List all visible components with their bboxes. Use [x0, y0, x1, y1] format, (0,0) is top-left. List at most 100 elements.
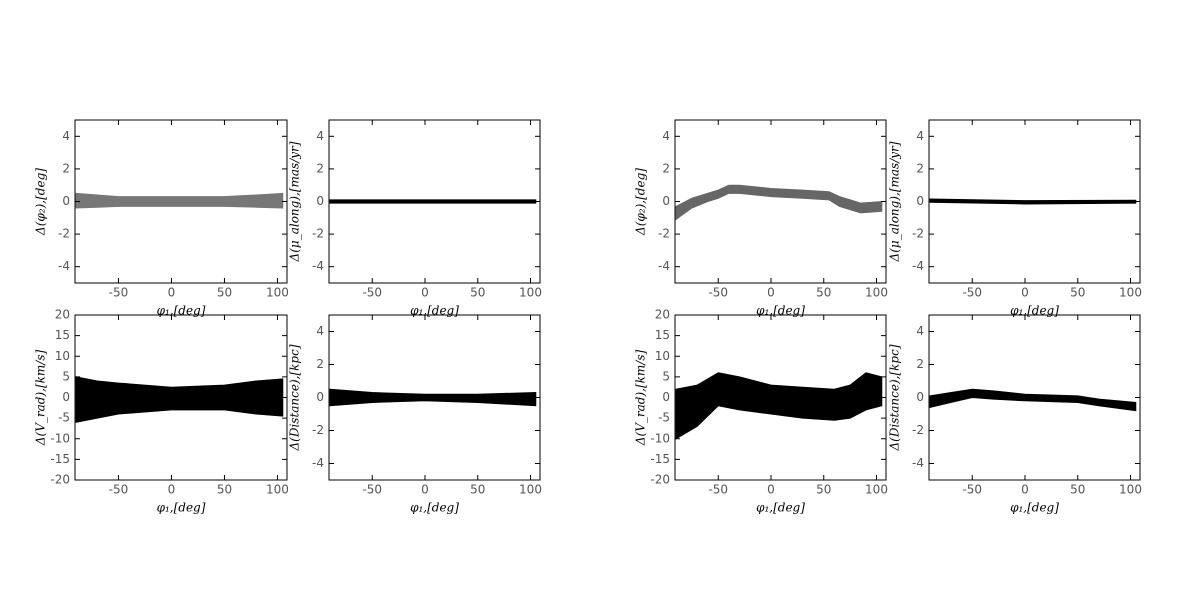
y-tick-label: 0	[316, 390, 324, 404]
y-tick-label: -2	[912, 227, 924, 241]
y-axis-label: Δ(μ_along),[mas/yr]	[288, 141, 302, 262]
y-tick-label: 20	[55, 308, 70, 322]
x-tick-label: 100	[1119, 286, 1142, 300]
y-tick-label: -4	[658, 259, 670, 273]
panel: -50 0 50 100 -4 -2 0 2 4 φ₁,[deg] Δ(φ₂),[deg]	[34, 119, 289, 318]
y-tick-label: 4	[662, 129, 670, 143]
y-tick-label: -15	[50, 452, 70, 466]
x-tick-label: 0	[168, 483, 176, 497]
x-tick-label: 50	[217, 483, 232, 497]
x-axis-label: φ₁,[deg]	[157, 304, 206, 318]
y-tick-label: -2	[312, 227, 324, 241]
x-tick-label: 100	[865, 286, 888, 300]
y-tick-label: 20	[655, 308, 670, 322]
y-axis-label: Δ(φ₂),[deg]	[34, 168, 48, 236]
x-tick-label: 50	[470, 483, 485, 497]
data-layer	[929, 388, 1137, 412]
residual-band	[675, 184, 883, 221]
x-tick-label: 0	[421, 286, 429, 300]
x-tick-label: 50	[816, 286, 831, 300]
x-tick-label: 50	[1070, 483, 1085, 497]
y-tick-label: 0	[662, 390, 670, 404]
y-tick-label: 4	[316, 324, 324, 338]
data-layer	[929, 198, 1137, 205]
y-tick-label: 4	[916, 324, 924, 338]
x-tick-label: -50	[962, 483, 982, 497]
y-tick-label: 10	[655, 349, 670, 363]
panel: -50 0 50 100 -4 -2 0 2 4 φ₁,[deg] Δ(μ_along),[mas/…	[888, 119, 1142, 318]
y-tick-label: -2	[312, 423, 324, 437]
residual-band	[929, 388, 1137, 412]
y-tick-label: -10	[650, 431, 670, 445]
panel: -50 0 50 100 -4 -2 0 2 4 φ₁,[deg] Δ(Distance),[kpc…	[288, 314, 542, 515]
y-tick-label: 0	[316, 194, 324, 208]
y-axis-label: Δ(Distance),[kpc]	[888, 344, 902, 451]
y-tick-label: -4	[312, 259, 324, 273]
x-axis-label: φ₁,[deg]	[157, 501, 206, 515]
y-tick-label: 2	[916, 161, 924, 175]
x-tick-label: 100	[865, 483, 888, 497]
y-tick-label: 2	[662, 161, 670, 175]
x-tick-label: -50	[109, 483, 129, 497]
y-tick-label: 0	[662, 194, 670, 208]
x-tick-label: -50	[362, 483, 382, 497]
x-axis-label: φ₁,[deg]	[1010, 501, 1059, 515]
y-tick-label: -4	[312, 456, 324, 470]
y-tick-label: 15	[55, 328, 70, 342]
x-axis-label: φ₁,[deg]	[756, 501, 805, 515]
x-tick-label: 0	[767, 483, 775, 497]
data-layer	[675, 184, 883, 221]
y-tick-label: 2	[62, 161, 70, 175]
residual-band	[75, 192, 284, 209]
x-tick-label: 100	[266, 286, 289, 300]
residual-band	[929, 198, 1137, 205]
data-layer	[75, 376, 284, 423]
x-tick-label: 50	[217, 286, 232, 300]
y-tick-label: -10	[50, 431, 70, 445]
y-axis-label: Δ(Distance),[kpc]	[288, 344, 302, 451]
y-tick-label: -5	[58, 411, 70, 425]
y-tick-label: -20	[50, 473, 70, 487]
y-tick-label: -2	[912, 423, 924, 437]
data-layer	[329, 388, 537, 407]
y-tick-label: 4	[916, 129, 924, 143]
y-tick-label: 15	[655, 328, 670, 342]
y-tick-label: 0	[62, 194, 70, 208]
y-tick-label: -2	[58, 227, 70, 241]
panel: -50 0 50 100 -4 -2 0 2 4 φ₁,[deg] Δ(Distance),[kpc…	[888, 314, 1142, 515]
panel: -50 0 50 100 -4 -2 0 2 4 φ₁,[deg] Δ(μ_along),[mas/…	[288, 119, 542, 318]
y-tick-label: 0	[916, 390, 924, 404]
x-axis-label: φ₁,[deg]	[410, 304, 459, 318]
data-layer	[75, 192, 284, 209]
residual-band	[675, 372, 883, 440]
panel: -50 0 50 100-20-15-10-505101520φ₁,[deg]Δ(V_…	[634, 308, 888, 515]
y-tick-label: -4	[912, 456, 924, 470]
x-tick-label: 0	[767, 286, 775, 300]
panel: -50 0 50 100-20-15-10-505101520φ₁,[deg]Δ(V_…	[34, 308, 289, 515]
x-tick-label: -50	[708, 286, 728, 300]
x-tick-label: -50	[708, 483, 728, 497]
y-tick-label: 0	[62, 390, 70, 404]
residual-band	[329, 199, 537, 204]
x-tick-label: 0	[1021, 483, 1029, 497]
x-tick-label: 100	[1119, 483, 1142, 497]
x-tick-label: 0	[421, 483, 429, 497]
y-tick-label: 2	[916, 357, 924, 371]
x-tick-label: 50	[470, 286, 485, 300]
y-tick-label: 2	[316, 161, 324, 175]
y-tick-label: -4	[58, 259, 70, 273]
y-tick-label: 0	[916, 194, 924, 208]
x-tick-label: -50	[962, 286, 982, 300]
y-tick-label: -4	[912, 259, 924, 273]
x-tick-label: -50	[362, 286, 382, 300]
y-tick-label: -2	[658, 227, 670, 241]
y-axis-label: Δ(μ_along),[mas/yr]	[888, 141, 902, 262]
y-tick-label: 4	[62, 129, 70, 143]
x-tick-label: 50	[1070, 286, 1085, 300]
x-tick-label: 100	[519, 286, 542, 300]
x-tick-label: 50	[816, 483, 831, 497]
x-tick-label: 0	[168, 286, 176, 300]
y-axis-label: Δ(V_rad),[km/s]	[34, 350, 48, 447]
residual-band	[329, 388, 537, 407]
